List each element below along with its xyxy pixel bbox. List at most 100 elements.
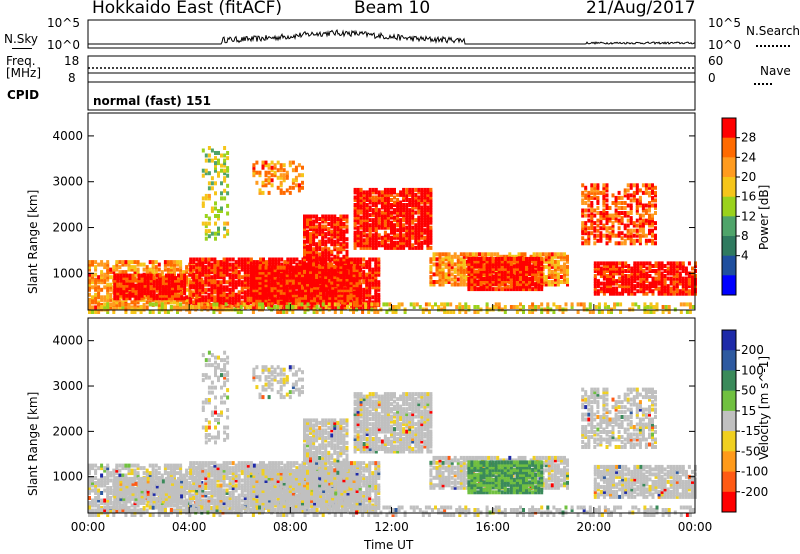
power-cell xyxy=(479,272,483,276)
power-cell xyxy=(644,185,648,190)
power-cell xyxy=(371,238,375,243)
power-cell xyxy=(113,283,117,288)
power-cell xyxy=(450,272,454,277)
power-cell xyxy=(113,276,117,281)
power-cell xyxy=(605,206,609,210)
power-cell xyxy=(171,283,174,288)
power-cell xyxy=(315,269,319,274)
power-cell xyxy=(467,266,471,271)
power-cell xyxy=(515,269,519,274)
power-cell xyxy=(353,215,357,220)
power-cell xyxy=(318,224,322,229)
power-cell xyxy=(319,283,323,288)
power-cell xyxy=(155,278,159,283)
power-cell xyxy=(131,291,135,296)
power-cell xyxy=(331,295,335,300)
power-cell xyxy=(267,170,271,175)
power-cell xyxy=(118,302,122,307)
power-cell xyxy=(322,288,326,293)
power-cell xyxy=(386,223,390,228)
power-cell xyxy=(133,265,137,270)
power-cell xyxy=(602,261,606,266)
power-cell xyxy=(402,208,406,213)
power-cell xyxy=(163,265,167,270)
power-cell xyxy=(377,190,381,195)
power-cell xyxy=(213,272,217,277)
power-cell xyxy=(297,285,301,290)
power-cell xyxy=(151,272,155,277)
power-cell xyxy=(609,274,612,278)
power-cell xyxy=(243,272,247,277)
power-cell xyxy=(200,302,204,307)
power-cell xyxy=(447,262,451,267)
power-cell xyxy=(362,192,366,197)
power-cell xyxy=(169,262,173,267)
power-cell xyxy=(537,266,541,271)
power-cell xyxy=(174,278,177,283)
power-cell xyxy=(383,230,387,235)
power-cell xyxy=(207,272,211,277)
power-cell xyxy=(441,272,445,277)
power-cell xyxy=(252,163,256,168)
power-cell xyxy=(166,310,170,314)
power-cell xyxy=(669,271,673,276)
power-cell xyxy=(380,215,384,220)
power-cell xyxy=(672,279,676,284)
power-cell xyxy=(207,280,211,285)
power-cell xyxy=(642,269,646,273)
power-cell xyxy=(362,275,366,280)
power-cell xyxy=(174,276,177,281)
power-cell xyxy=(88,260,91,265)
power-cell xyxy=(617,218,621,223)
power-cell xyxy=(222,302,226,307)
power-cell xyxy=(374,257,378,262)
power-cell xyxy=(276,293,280,298)
power-cell xyxy=(258,302,261,307)
power-cell xyxy=(429,220,433,225)
power-cell xyxy=(288,278,292,283)
power-cell xyxy=(353,240,357,245)
power-cell xyxy=(163,267,167,272)
power-cell xyxy=(377,208,381,213)
power-cell xyxy=(342,259,346,264)
power-cell xyxy=(441,257,445,262)
power-cell xyxy=(280,302,284,307)
power-cell xyxy=(249,295,253,300)
power-cell xyxy=(345,254,349,259)
power-cell xyxy=(324,242,328,247)
power-cell xyxy=(325,285,329,290)
power-cell xyxy=(145,300,149,305)
power-cell xyxy=(164,278,168,283)
power-cell xyxy=(365,240,369,245)
power-cell xyxy=(279,165,283,170)
power-cell xyxy=(307,295,310,300)
power-cell xyxy=(226,151,230,155)
power-cell xyxy=(470,272,474,276)
power-cell xyxy=(497,279,501,284)
power-cell xyxy=(525,256,528,261)
power-cell xyxy=(231,285,235,290)
power-cell xyxy=(500,261,504,266)
power-cell xyxy=(222,260,226,265)
power-cell xyxy=(408,218,412,223)
power-cell xyxy=(324,247,328,252)
power-cell xyxy=(377,285,381,290)
power-cell xyxy=(234,260,238,265)
power-cell xyxy=(309,214,312,219)
power-cell xyxy=(648,206,651,210)
power-cell xyxy=(368,198,372,202)
power-cell xyxy=(276,300,280,305)
power-cell xyxy=(399,190,403,195)
power-cell xyxy=(327,264,331,269)
power-cell xyxy=(473,264,477,269)
power-cell xyxy=(456,282,460,287)
power-cell xyxy=(608,233,612,238)
power-cell xyxy=(675,276,679,281)
power-cell xyxy=(462,262,466,267)
power-cell xyxy=(362,265,366,270)
power-cell xyxy=(333,254,337,259)
power-cell xyxy=(626,218,630,223)
power-cell xyxy=(239,305,243,309)
power-cell xyxy=(405,192,409,197)
power-cell xyxy=(614,198,618,203)
